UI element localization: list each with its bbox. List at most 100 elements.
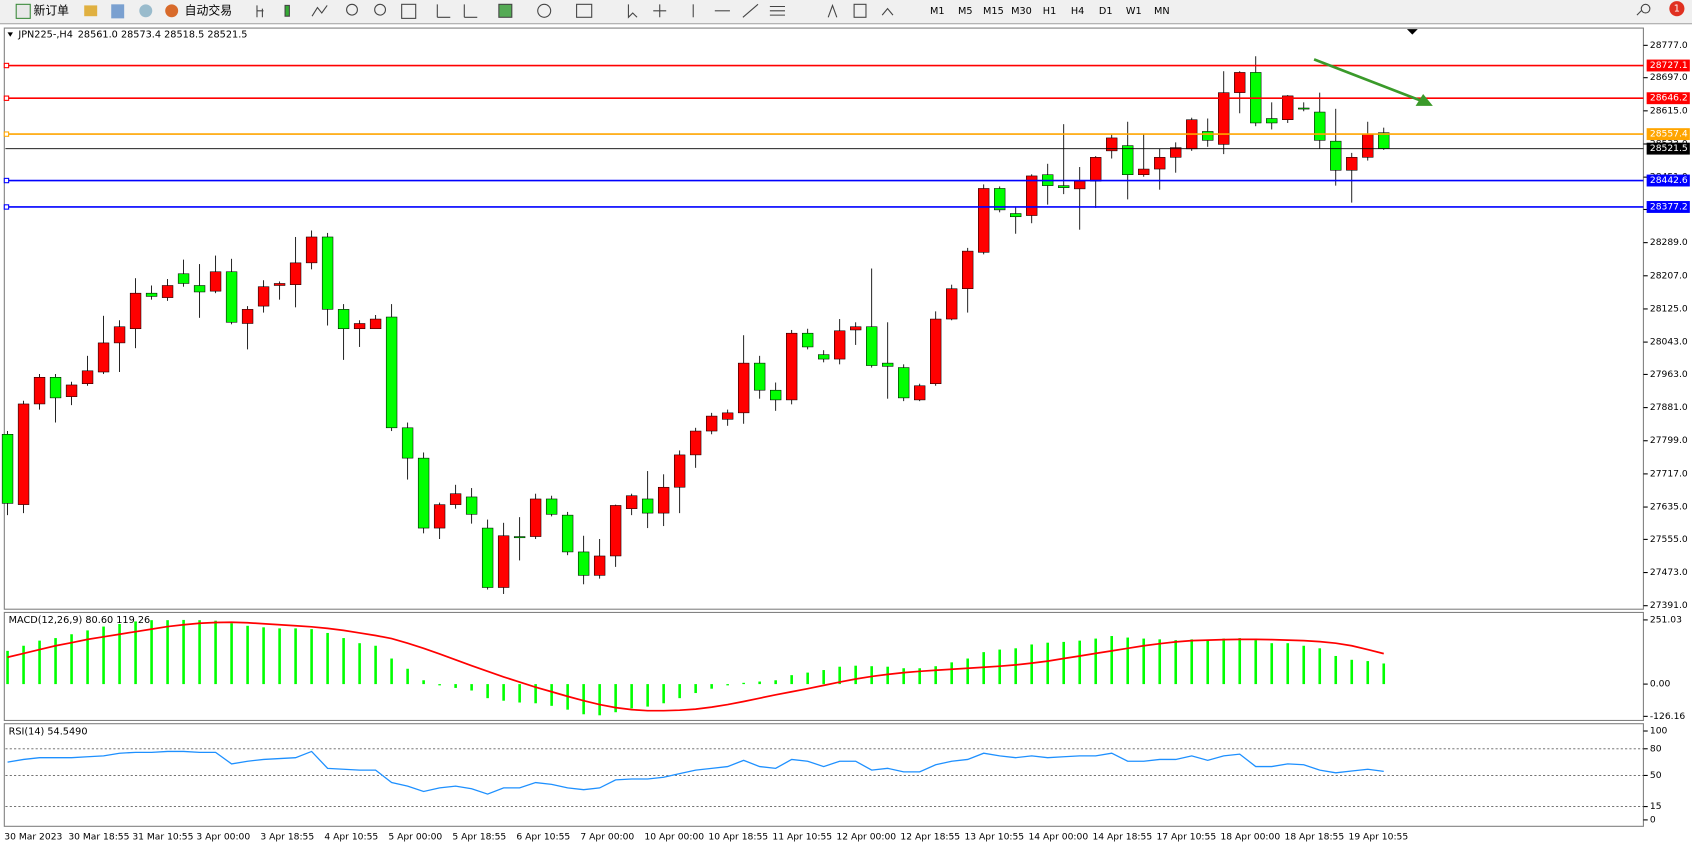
toolbar-icon[interactable] xyxy=(84,5,98,17)
macd-bar xyxy=(102,626,105,685)
x-tick-label: 10 Apr 18:55 xyxy=(708,832,768,843)
crosshair-tool[interactable] xyxy=(653,4,667,18)
x-tick-label: 6 Apr 10:55 xyxy=(516,832,570,843)
autoscroll-tool[interactable] xyxy=(436,4,451,18)
candle-body xyxy=(737,362,750,414)
trendline-tool[interactable] xyxy=(742,3,759,18)
new-order[interactable]: 新订单 xyxy=(33,3,69,17)
candle-body xyxy=(946,288,958,320)
candle-body xyxy=(385,316,398,429)
macd-bar xyxy=(1062,641,1065,685)
timeframe-button[interactable]: W1 xyxy=(1126,6,1142,17)
level-handle xyxy=(3,204,10,210)
rsi-line xyxy=(7,750,1384,795)
candle-tool[interactable] xyxy=(284,4,290,17)
macd-bar xyxy=(518,684,521,703)
timeframe-button[interactable]: M30 xyxy=(1011,6,1032,17)
timeframe-button[interactable]: M5 xyxy=(958,6,973,17)
zoom-out-tool[interactable] xyxy=(374,3,387,16)
trend-arrow-line xyxy=(1313,58,1424,103)
candle-body xyxy=(145,292,158,297)
timeframe-button[interactable]: MN xyxy=(1154,6,1170,17)
price-tag xyxy=(1646,92,1690,105)
macd-bar xyxy=(134,621,137,685)
price-tag xyxy=(1646,174,1690,187)
timeframe-button[interactable]: H4 xyxy=(1071,6,1084,17)
macd-bar xyxy=(1350,659,1354,685)
candle-body xyxy=(914,385,926,401)
line-chart-tool[interactable] xyxy=(311,5,328,17)
candle-body xyxy=(641,498,654,514)
search-icon[interactable] xyxy=(1636,3,1651,16)
candle-body xyxy=(1330,140,1342,171)
toolbar-icon[interactable] xyxy=(111,4,125,19)
tile-tool[interactable] xyxy=(401,3,417,19)
candle-body xyxy=(689,430,702,456)
symbol-menu-arrow[interactable] xyxy=(7,32,13,37)
zoom-in-tool[interactable] xyxy=(346,3,358,16)
candle-body xyxy=(785,332,798,401)
notification-badge[interactable] xyxy=(1669,1,1685,17)
timeframe-button[interactable]: D1 xyxy=(1099,6,1113,17)
candle-body xyxy=(177,273,190,284)
macd-bar xyxy=(550,684,553,706)
cursor-tool[interactable] xyxy=(627,4,638,19)
price-tag xyxy=(1646,59,1690,72)
price-tag-label: 28521.5 xyxy=(1650,143,1688,154)
auto-trading[interactable]: 自动交易 xyxy=(185,3,232,17)
x-tick-label: 12 Apr 00:00 xyxy=(836,832,896,843)
arrows-tool[interactable] xyxy=(881,7,894,16)
notification-count[interactable]: 1 xyxy=(1674,4,1680,15)
main-frame xyxy=(3,27,1644,610)
candle-body xyxy=(529,498,542,537)
timeframe-button[interactable]: H1 xyxy=(1043,6,1056,17)
macd-bar xyxy=(342,638,345,685)
auto-trading-icon[interactable] xyxy=(165,4,179,18)
fibo-tool[interactable] xyxy=(769,5,785,16)
periods-tool[interactable] xyxy=(537,3,552,18)
macd-bar xyxy=(198,620,201,685)
signal-line xyxy=(7,621,1384,712)
ohlc-values: 28561.0 28573.4 28518.5 28521.5 xyxy=(78,30,248,41)
new-order-icon[interactable] xyxy=(15,3,31,19)
macd-bar xyxy=(230,623,233,685)
macd-bar xyxy=(1078,640,1082,685)
timeframe-button[interactable]: M1 xyxy=(930,6,945,17)
candle-body xyxy=(545,498,558,515)
macd-bar xyxy=(326,632,329,685)
macd-bar xyxy=(886,666,889,685)
chart-shift-marker[interactable] xyxy=(1406,29,1418,35)
candle-body xyxy=(321,236,334,310)
macd-bar xyxy=(1270,643,1274,685)
macd-bar xyxy=(406,668,409,685)
candle-body xyxy=(33,376,46,405)
candle-body xyxy=(401,427,414,459)
candle-body xyxy=(81,370,94,385)
toolbar-icon[interactable] xyxy=(139,4,153,18)
candle-body xyxy=(497,535,510,588)
macd-bar xyxy=(758,681,761,685)
macd-bar xyxy=(118,624,121,685)
macd-bar xyxy=(390,658,393,685)
y-tick-label: 27391.0 xyxy=(1650,600,1688,611)
y-tick-label: 0 xyxy=(1650,814,1656,825)
macd-bar xyxy=(246,625,249,685)
y-tick-label: 50 xyxy=(1650,770,1662,781)
macd-bar xyxy=(54,638,57,685)
timeframe-button[interactable]: M15 xyxy=(983,6,1004,17)
macd-bar xyxy=(838,666,841,685)
text-tool[interactable] xyxy=(827,3,838,18)
chart-title: JPN225-,H4 xyxy=(17,30,73,41)
macd-bar xyxy=(950,662,953,685)
candle-body xyxy=(1106,137,1118,152)
indicators-tool[interactable] xyxy=(498,3,513,18)
x-tick-label: 5 Apr 18:55 xyxy=(452,832,506,843)
bar-chart-tool[interactable] xyxy=(256,5,264,18)
macd-bar xyxy=(646,684,649,707)
templates-tool[interactable] xyxy=(576,3,593,18)
shift-tool[interactable] xyxy=(463,4,478,18)
price-tag-label: 28557.4 xyxy=(1650,129,1688,140)
label-tool[interactable] xyxy=(853,3,867,18)
x-tick-label: 7 Apr 00:00 xyxy=(580,832,634,843)
macd-bar xyxy=(454,684,457,688)
